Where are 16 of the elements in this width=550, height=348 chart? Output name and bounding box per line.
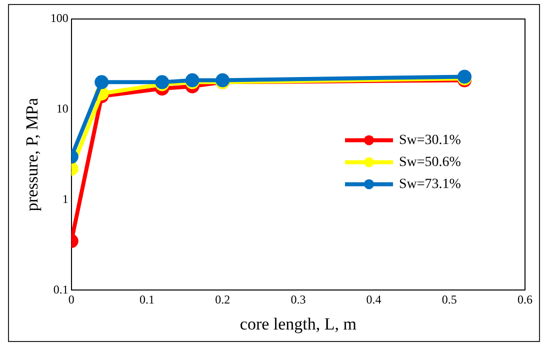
y-tick-label: 100 — [50, 11, 68, 26]
legend-label: Sw=50.6% — [399, 154, 462, 170]
x-tick-label: 0 — [68, 292, 74, 307]
y-tick-label: 10 — [56, 102, 68, 116]
y-tick-label: 0.1 — [53, 282, 68, 296]
legend-label: Sw=73.1% — [399, 176, 462, 192]
legend-label: Sw=30.1% — [399, 132, 462, 148]
x-tick-label: 0.5 — [442, 292, 457, 307]
x-tick-label: 0.3 — [290, 292, 306, 307]
x-tick-label: 0.6 — [518, 292, 532, 307]
y-axis-title: pressure, P, MPa — [22, 97, 42, 212]
x-axis-title: core length, L, m — [240, 314, 357, 334]
y-tick-label: 1 — [62, 192, 68, 206]
x-tick-label: 0.4 — [366, 292, 382, 307]
x-tick-label: 0.1 — [140, 292, 154, 307]
x-tick-label: 0.2 — [215, 292, 230, 307]
